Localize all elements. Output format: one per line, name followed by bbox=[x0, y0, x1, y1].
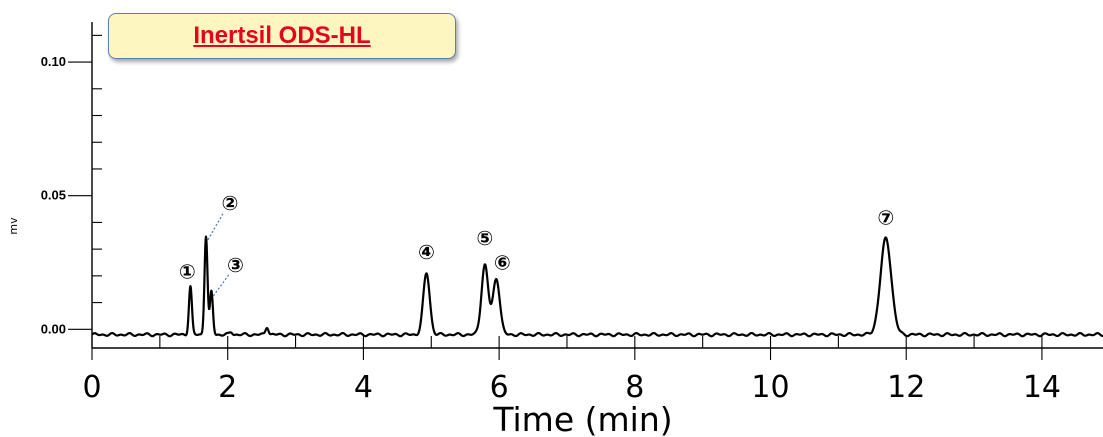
x-tick-label: 2 bbox=[218, 370, 237, 405]
x-tick-label: 0 bbox=[82, 370, 101, 405]
x-axis-title: Time (min) bbox=[492, 400, 672, 437]
peak-label: ② bbox=[222, 191, 239, 215]
peak-label: ③ bbox=[227, 253, 244, 277]
y-tick-label: 0.05 bbox=[41, 188, 66, 203]
chart-title: Inertsil ODS-HL bbox=[193, 22, 371, 49]
peak-label: ① bbox=[179, 260, 196, 284]
x-tick-label: 14 bbox=[1023, 370, 1061, 405]
peak-label: ④ bbox=[418, 240, 435, 264]
y-tick-labels: 0.00 0.05 0.10 bbox=[41, 54, 66, 336]
x-tick-label: 6 bbox=[490, 370, 509, 405]
x-tick-label: 8 bbox=[625, 370, 644, 405]
y-tick-label: 0.10 bbox=[41, 54, 66, 69]
chromatogram-trace bbox=[91, 235, 1103, 338]
peak-leader-line bbox=[207, 211, 225, 241]
peak-leader-line bbox=[212, 273, 230, 297]
x-tick-label: 12 bbox=[887, 370, 925, 405]
x-tick-labels: 0 2 4 6 8 10 12 14 bbox=[82, 370, 1061, 405]
y-tick-label: 0.00 bbox=[41, 321, 66, 336]
peak-label: ⑦ bbox=[877, 205, 894, 229]
x-tick-label: 4 bbox=[354, 370, 373, 405]
axes bbox=[68, 22, 1103, 360]
title-box: Inertsil ODS-HL bbox=[108, 13, 456, 59]
y-axis-title: mv bbox=[7, 217, 20, 235]
peak-label: ⑥ bbox=[494, 251, 511, 275]
x-tick-label: 10 bbox=[751, 370, 789, 405]
peak-labels: ① ② ③ ④ ⑤⑥ ⑦ bbox=[179, 191, 894, 297]
peak-label: ⑤ bbox=[476, 226, 493, 250]
